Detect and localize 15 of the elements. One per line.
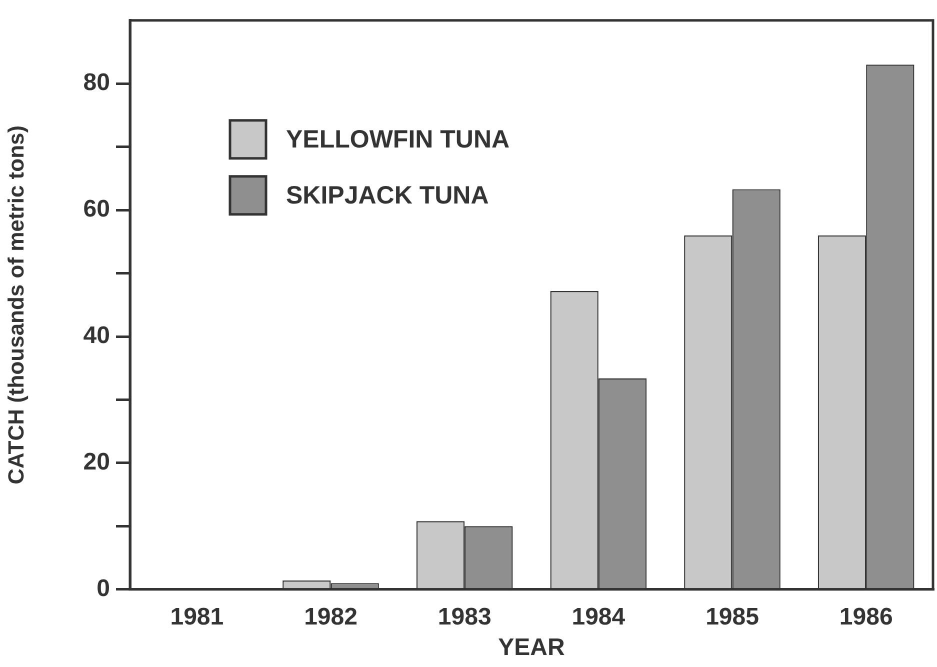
y-tick-label: 0 bbox=[96, 575, 110, 602]
y-axis-title: CATCH (thousands of metric tons) bbox=[3, 125, 28, 484]
legend-label: SKIPJACK TUNA bbox=[286, 181, 489, 210]
legend-label: YELLOWFIN TUNA bbox=[286, 125, 510, 154]
y-tick-label: 60 bbox=[83, 196, 110, 223]
x-tick-label: 1986 bbox=[839, 603, 893, 630]
x-tick-label: 1982 bbox=[304, 603, 358, 630]
x-tick-label: 1981 bbox=[170, 603, 224, 630]
y-tick-label: 40 bbox=[83, 322, 110, 350]
x-tick-label: 1985 bbox=[706, 603, 759, 630]
x-axis-title: YEAR bbox=[498, 634, 565, 662]
x-tick-label: 1984 bbox=[572, 603, 626, 630]
x-tick-label: 1983 bbox=[438, 603, 492, 630]
y-tick-label: 20 bbox=[83, 448, 110, 476]
y-tick-label: 80 bbox=[83, 69, 110, 96]
